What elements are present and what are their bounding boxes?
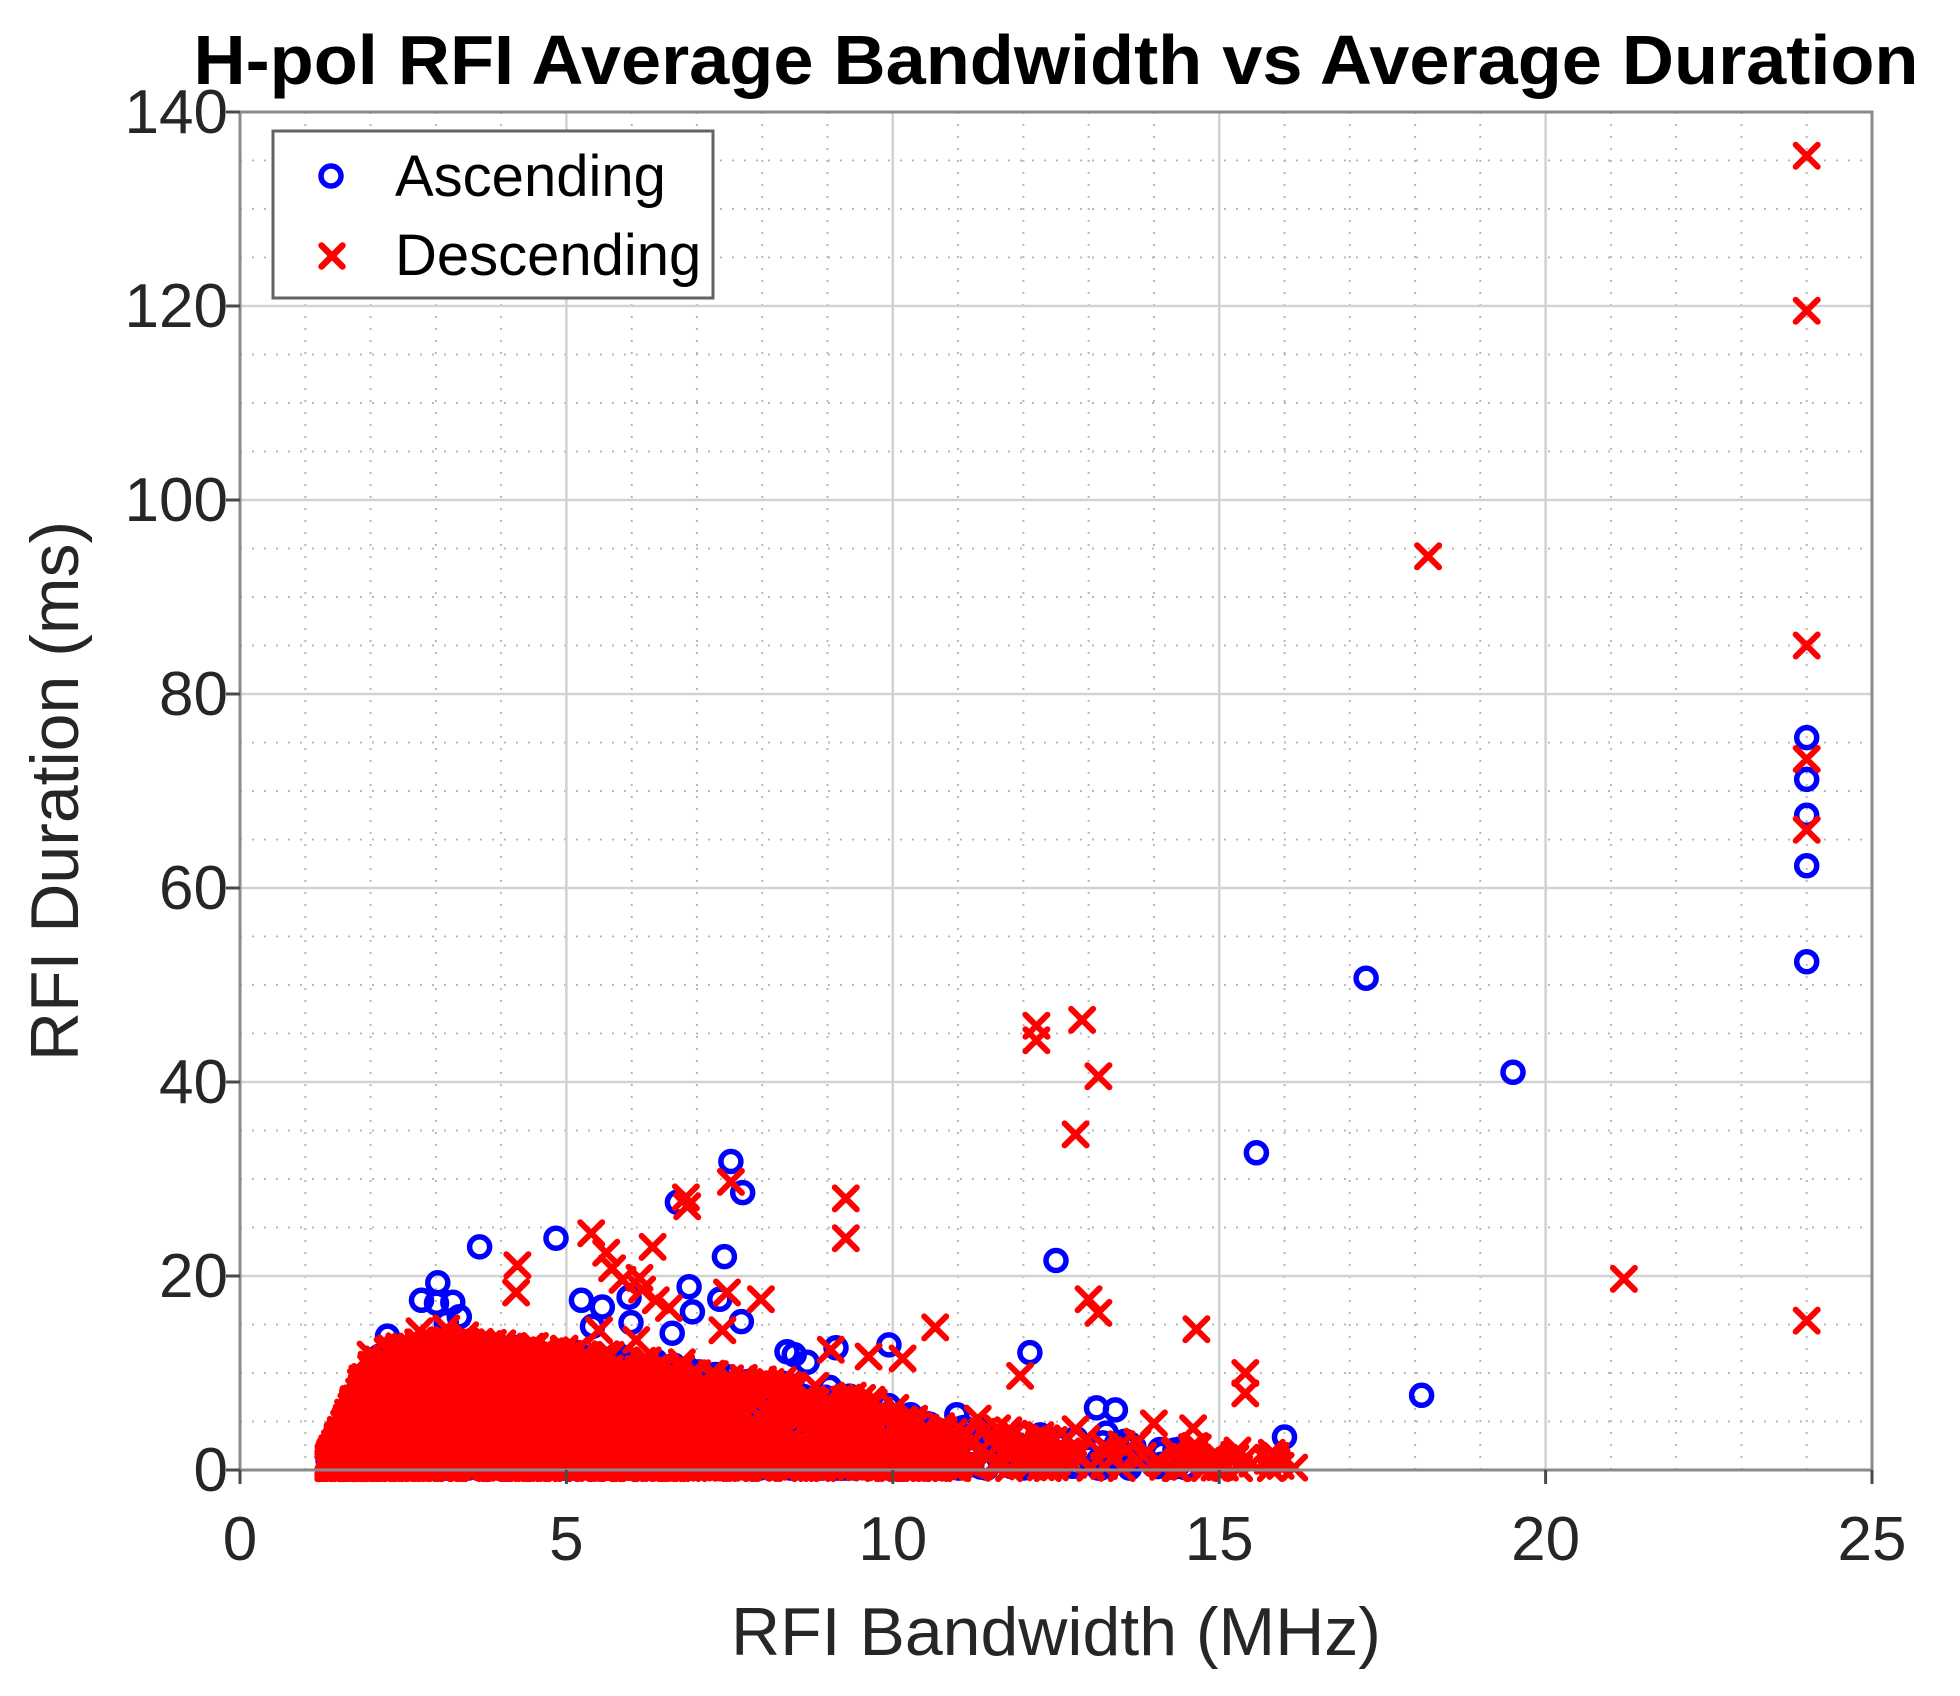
x-tick-label: 10 — [858, 1505, 927, 1574]
y-tick-label: 20 — [159, 1242, 228, 1311]
y-tick-label: 140 — [125, 78, 228, 147]
x-tick-label: 25 — [1838, 1505, 1907, 1574]
y-tick-labels: 0 20 40 60 80 100 120 140 — [125, 78, 228, 1505]
y-tick-label: 120 — [125, 272, 228, 341]
major-gridlines — [240, 112, 1872, 1470]
y-axis-label: RFI Duration (ms) — [17, 521, 93, 1061]
y-tick-label: 80 — [159, 660, 228, 729]
legend-box — [271, 129, 715, 300]
descending-legend-marker-icon — [318, 242, 346, 270]
descending-series-points — [314, 141, 1821, 1483]
legend-label-descending: Descending — [395, 223, 701, 288]
x-tick-label: 15 — [1185, 1505, 1254, 1574]
y-tick-label: 0 — [194, 1436, 228, 1505]
y-tick-label: 40 — [159, 1048, 228, 1117]
x-tick-label: 5 — [549, 1505, 583, 1574]
axis-ticks — [226, 110, 1874, 1484]
x-axis-label: RFI Bandwidth (MHz) — [731, 1594, 1381, 1670]
legend-label-ascending: Ascending — [395, 144, 666, 209]
y-tick-label: 100 — [125, 466, 228, 535]
legend: Ascending Descending — [271, 129, 715, 300]
axis-box — [238, 110, 1874, 1472]
chart-title: H-pol RFI Average Bandwidth vs Average D… — [194, 21, 1919, 99]
y-tick-label: 60 — [159, 854, 228, 923]
x-tick-label: 20 — [1511, 1505, 1580, 1574]
ascending-legend-marker-icon — [318, 163, 344, 189]
x-tick-labels: 0 5 10 15 20 25 — [223, 1505, 1907, 1574]
x-tick-label: 0 — [223, 1505, 257, 1574]
minor-gridlines — [240, 112, 1872, 1470]
